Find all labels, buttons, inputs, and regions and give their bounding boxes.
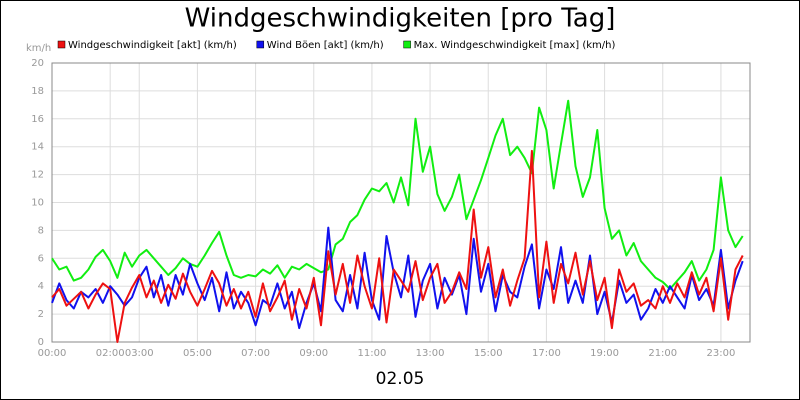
- y-tick-label: 0: [38, 337, 44, 348]
- legend-swatch: [57, 40, 66, 49]
- legend-swatch: [403, 40, 411, 49]
- y-tick-label: 8: [38, 225, 44, 236]
- x-tick-label: 05:00: [183, 348, 212, 359]
- x-tick-label: 15:00: [474, 348, 503, 359]
- x-tick-label: 02:00: [96, 348, 125, 359]
- x-tick-label: 23:00: [707, 348, 736, 359]
- x-tick-label: 09:00: [299, 348, 328, 359]
- y-tick-label: 20: [31, 58, 44, 69]
- legend-label: Wind Böen [akt] (km/h): [267, 40, 384, 51]
- legend: Windgeschwindigkeit [akt] (km/h) Wind Böe…: [57, 40, 616, 51]
- y-tick-label: 10: [31, 198, 44, 209]
- plot-border: [51, 62, 751, 343]
- y-tick-label: 12: [31, 170, 44, 181]
- chart-title: Windgeschwindigkeiten [pro Tag]: [185, 4, 616, 34]
- series-line: [51, 149, 744, 343]
- x-tick-label: 19:00: [590, 348, 619, 359]
- legend-swatch: [256, 40, 265, 49]
- legend-label: Max. Windgeschwindigkeit [max] (km/h): [414, 40, 616, 51]
- series-line: [51, 99, 744, 290]
- x-tick-label: 17:00: [532, 348, 561, 359]
- legend-label: Windgeschwindigkeit [akt] (km/h): [68, 40, 237, 51]
- y-tick-label: 14: [31, 142, 44, 153]
- x-axis-label: 02.05: [376, 369, 425, 389]
- y-tick-label: 2: [38, 309, 44, 320]
- y-tick-label: 16: [31, 114, 44, 125]
- y-tick-label: 18: [31, 86, 44, 97]
- series-line: [51, 226, 744, 330]
- x-tick-label: 11:00: [358, 348, 387, 359]
- y-tick-label: 4: [38, 281, 44, 292]
- x-tick-label: 21:00: [648, 348, 677, 359]
- y-axis-unit: km/h: [26, 43, 51, 54]
- x-tick-label: 03:00: [125, 348, 154, 359]
- y-tick-label: 6: [38, 253, 44, 264]
- x-tick-label: 13:00: [416, 348, 445, 359]
- x-tick-label: 00:00: [38, 348, 67, 359]
- x-tick-label: 07:00: [241, 348, 270, 359]
